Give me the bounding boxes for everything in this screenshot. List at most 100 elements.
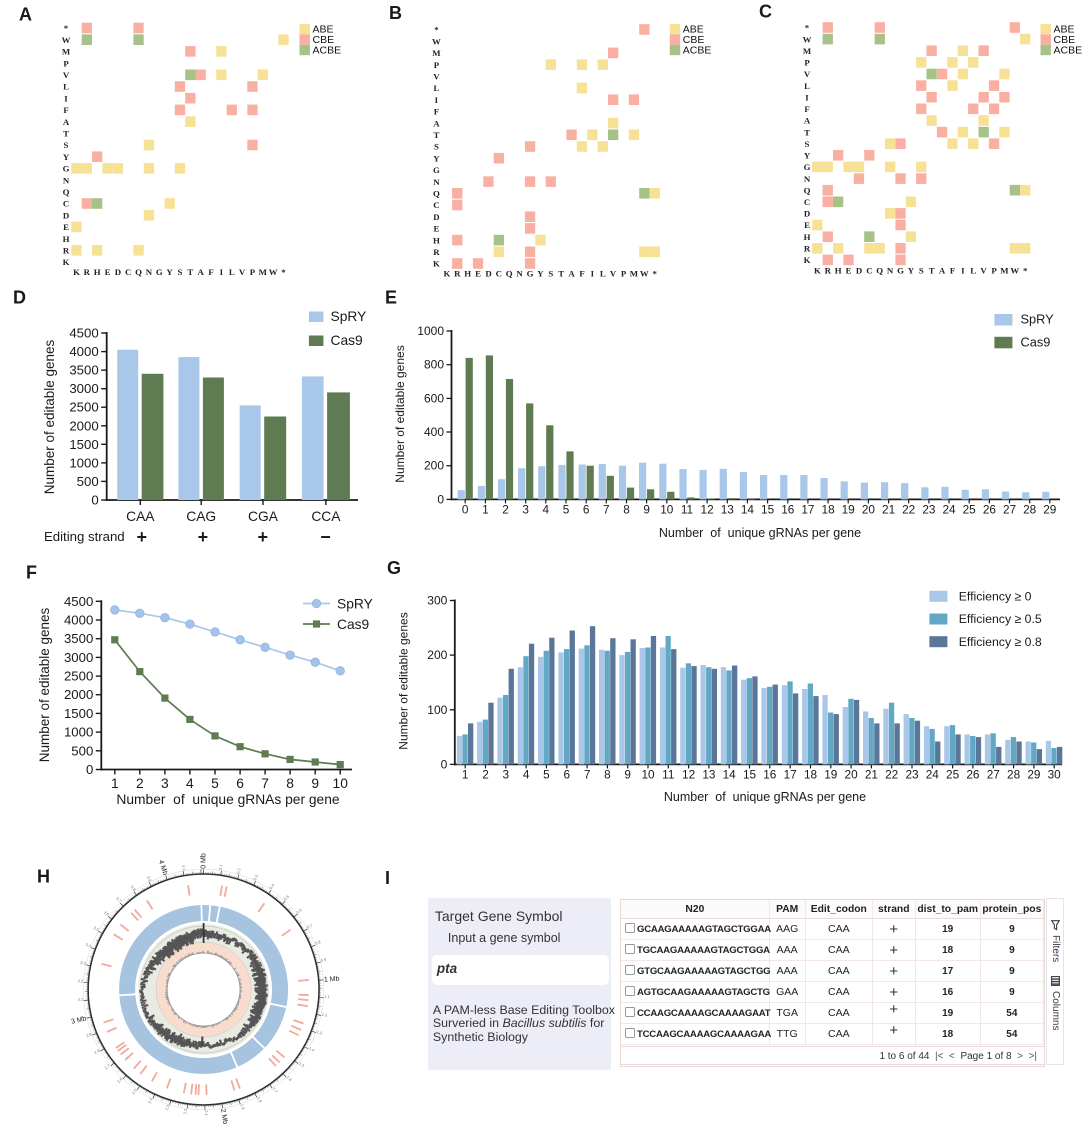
svg-text:L: L <box>804 81 810 91</box>
svg-text:4: 4 <box>186 776 194 791</box>
svg-text:0.4: 0.4 <box>268 882 276 890</box>
svg-text:24: 24 <box>942 503 956 517</box>
svg-text:E: E <box>804 220 810 230</box>
svg-text:5: 5 <box>543 768 550 782</box>
svg-text:W: W <box>640 269 649 279</box>
svg-text:18: 18 <box>804 768 818 782</box>
svg-text:17: 17 <box>801 503 814 517</box>
svg-text:ACBE: ACBE <box>1054 44 1083 56</box>
svg-text:Number of unique gRNAs per g: Number of unique gRNAs per gene <box>116 792 340 807</box>
svg-text:R: R <box>63 246 70 256</box>
svg-text:0.7: 0.7 <box>306 922 314 930</box>
svg-text:ABE: ABE <box>313 24 334 36</box>
svg-text:200: 200 <box>424 459 444 473</box>
svg-text:Y: Y <box>537 269 544 279</box>
svg-text:V: V <box>239 267 246 277</box>
svg-text:2000: 2000 <box>64 687 93 702</box>
svg-text:C: C <box>63 199 69 209</box>
svg-text:0: 0 <box>462 503 469 517</box>
svg-text:23: 23 <box>922 503 936 517</box>
svg-text:Q: Q <box>433 189 440 199</box>
svg-text:1.7: 1.7 <box>272 1086 280 1094</box>
svg-text:Q: Q <box>804 185 811 195</box>
svg-text:4.1: 4.1 <box>181 864 187 871</box>
svg-text:0: 0 <box>441 757 448 771</box>
svg-text:H: H <box>804 232 811 242</box>
svg-text:22: 22 <box>902 503 915 517</box>
svg-text:22: 22 <box>885 768 898 782</box>
svg-text:Y: Y <box>908 266 915 276</box>
svg-text:C: C <box>496 269 502 279</box>
svg-text:8: 8 <box>604 768 611 782</box>
svg-text:28: 28 <box>1023 503 1037 517</box>
svg-text:1.1: 1.1 <box>324 994 331 999</box>
svg-text:N: N <box>433 177 440 187</box>
svg-text:3: 3 <box>161 776 169 791</box>
svg-text:+: + <box>136 527 147 547</box>
svg-text:E: E <box>475 269 481 279</box>
svg-text:E: E <box>385 288 397 308</box>
svg-text:S: S <box>805 139 810 149</box>
svg-text:V: V <box>804 69 811 79</box>
svg-text:19: 19 <box>824 768 837 782</box>
svg-text:M: M <box>1000 266 1009 276</box>
svg-text:11: 11 <box>662 768 674 782</box>
svg-text:Number of editable genes: Number of editable genes <box>42 339 57 494</box>
svg-text:0.8: 0.8 <box>314 939 322 946</box>
svg-text:D: D <box>115 267 121 277</box>
svg-text:I: I <box>435 95 439 105</box>
svg-text:1000: 1000 <box>64 725 93 740</box>
svg-text:20: 20 <box>845 768 859 782</box>
svg-text:T: T <box>433 130 439 140</box>
svg-text:Y: Y <box>433 153 440 163</box>
svg-text:200: 200 <box>427 648 447 662</box>
svg-text:12: 12 <box>682 768 695 782</box>
svg-text:9: 9 <box>624 768 631 782</box>
svg-text:G: G <box>527 269 534 279</box>
svg-text:26: 26 <box>966 768 980 782</box>
svg-text:S: S <box>548 269 553 279</box>
svg-text:V: V <box>980 266 987 276</box>
svg-text:Efficiency ≥ 0.5: Efficiency ≥ 0.5 <box>959 612 1042 626</box>
svg-text:500: 500 <box>71 743 93 758</box>
svg-text:4: 4 <box>543 503 550 517</box>
svg-text:2500: 2500 <box>64 669 93 684</box>
svg-text:H: H <box>94 267 101 277</box>
svg-text:Editing strand: Editing strand <box>44 529 125 544</box>
svg-text:0: 0 <box>86 762 93 777</box>
svg-text:ABE: ABE <box>1054 24 1075 36</box>
svg-text:F: F <box>26 563 37 583</box>
svg-text:S: S <box>919 266 924 276</box>
svg-text:W: W <box>269 267 278 277</box>
svg-text:S: S <box>178 267 183 277</box>
svg-text:C: C <box>804 197 810 207</box>
svg-text:I: I <box>220 267 224 277</box>
svg-text:29: 29 <box>1027 768 1040 782</box>
svg-text:*: * <box>64 23 69 33</box>
svg-text:29: 29 <box>1043 503 1056 517</box>
svg-text:3500: 3500 <box>69 363 98 378</box>
svg-text:R: R <box>825 266 832 276</box>
svg-text:4000: 4000 <box>64 613 93 628</box>
svg-text:F: F <box>579 269 584 279</box>
svg-text:3.7: 3.7 <box>115 896 123 904</box>
svg-text:13: 13 <box>702 768 716 782</box>
svg-text:L: L <box>63 82 69 92</box>
svg-text:Q: Q <box>876 266 883 276</box>
svg-text:A: A <box>19 5 32 25</box>
svg-text:3.2: 3.2 <box>77 978 84 983</box>
svg-text:Efficiency ≥ 0: Efficiency ≥ 0 <box>959 590 1032 604</box>
svg-text:3.9: 3.9 <box>146 875 153 883</box>
svg-text:Q: Q <box>63 187 70 197</box>
svg-text:L: L <box>229 267 235 277</box>
svg-text:Efficiency ≥ 0.8: Efficiency ≥ 0.8 <box>959 635 1042 649</box>
svg-text:I: I <box>385 868 390 888</box>
svg-text:10: 10 <box>660 503 674 517</box>
svg-text:A: A <box>433 118 440 128</box>
svg-text:T: T <box>187 267 193 277</box>
svg-text:H: H <box>37 867 50 887</box>
svg-text:1: 1 <box>111 776 119 791</box>
svg-text:Number of editable genes: Number of editable genes <box>397 612 411 749</box>
svg-text:4 Mb: 4 Mb <box>157 859 169 876</box>
svg-text:30: 30 <box>1048 768 1062 782</box>
